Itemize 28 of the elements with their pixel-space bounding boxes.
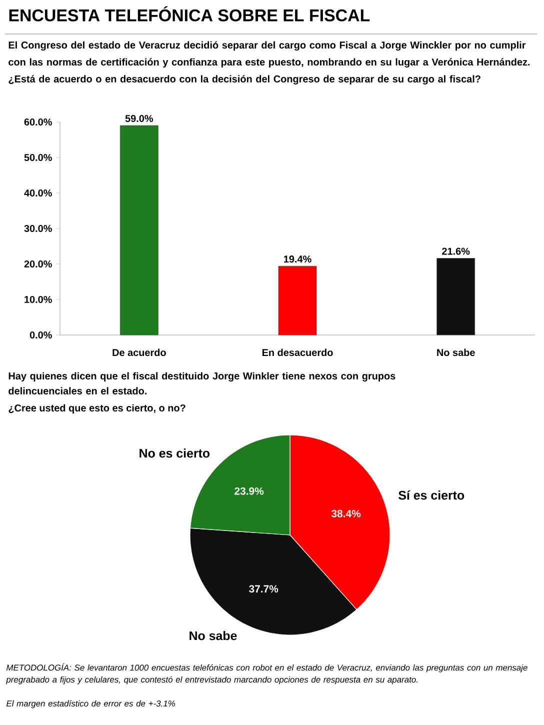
chart-title: Hay quienes dicen que el fiscal destituido Jorge Winkler tiene nexos con grupos delincuenciales en el estado. [8,372,396,394]
chart-subtitle: ¿Cree usted que esto es cierto, o no? [8,404,186,414]
bar [278,266,317,336]
slice-label: Sí es cierto [398,490,464,500]
x-tick-label: De acuerdo [112,348,166,356]
data-label: 19.4% [284,256,312,263]
y-tick-label: 60.0% [24,118,52,126]
y-tick-label: 0.0% [30,331,52,339]
bar [436,258,476,336]
y-tick-label: 20.0% [24,260,52,268]
y-tick-label: 40.0% [24,189,52,197]
text: METODOLOGÍA: Se levantaron 1000 encuestas telefónicas con robot en el estado de Veracruz, enviando las preguntas con un mensaje pregrabado a fijos y celulares, que contestó el entrevistado marcando opciones de respuesta en su aparato. [6,663,528,684]
chart-subtitle: El Congreso del estado de Veracruz decidió separar del cargo como Fiscal a Jorge Winckler por no cumplir con las normas de certificación y confianza para este puesto, nombrando en su lugar a Verónica Hernández. ¿Está de acuerdo o en desacuerdo con la decisión del Congreso de separar de su cargo al fiscal? [8,41,530,84]
data-label: 21.6% [442,248,470,255]
x-tick-label: No sabe [437,348,475,356]
x-tick-label: En desacuerdo [262,348,333,356]
slice-label: No es cierto [140,448,210,458]
chart-title: ENCUESTA TELEFÓNICA SOBRE EL FISCAL [9,6,370,22]
bar [120,125,158,336]
slice-label: No sabe [190,630,237,640]
data-label: 37.7% [249,585,278,593]
y-tick-label: 10.0% [24,296,52,304]
y-tick-label: 50.0% [24,154,52,162]
data-label: 23.9% [234,487,264,495]
data-label: 38.4% [331,510,361,518]
text: El margen estadístico de error es de +-3.1% [6,700,176,708]
data-label: 59.0% [125,114,154,122]
y-tick-label: 30.0% [24,224,52,232]
